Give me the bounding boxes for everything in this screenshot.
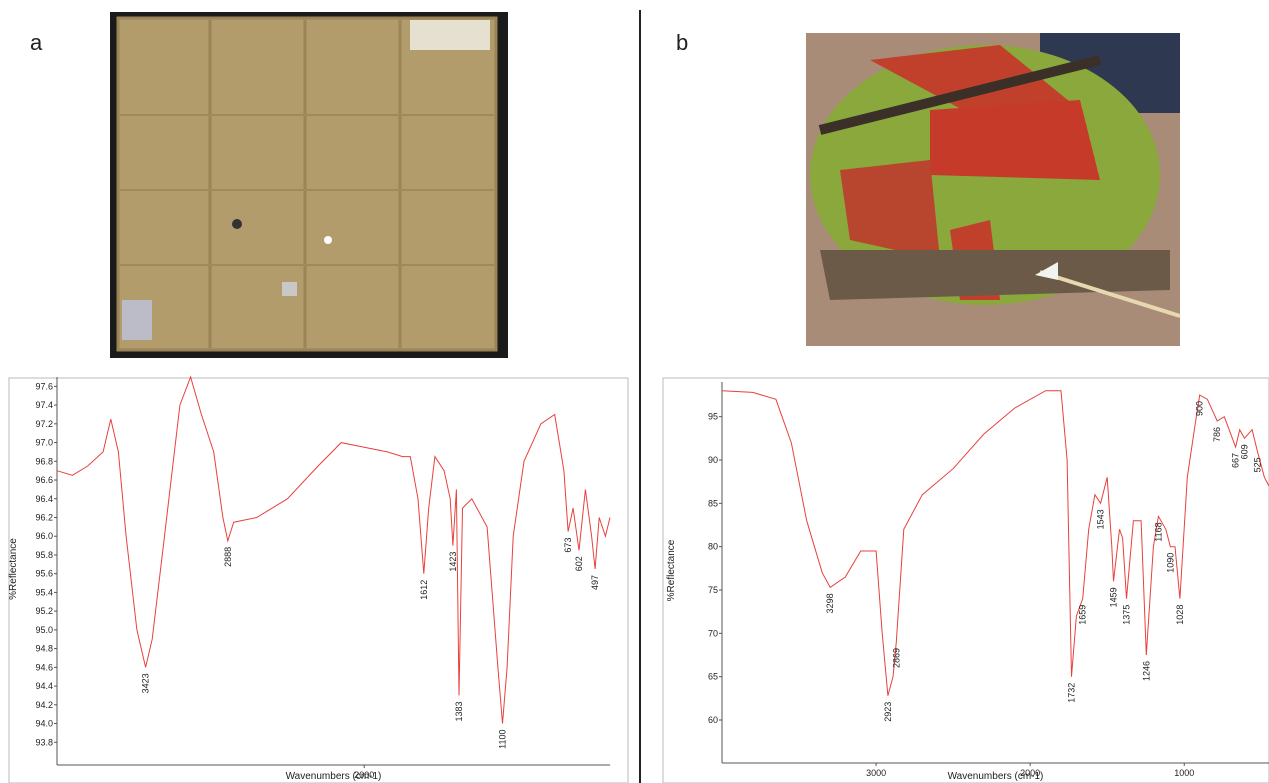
peak-label: 3423: [141, 673, 151, 693]
y-tick-label: 94.8: [35, 644, 53, 654]
y-tick-label: 85: [708, 498, 718, 508]
y-tick-label: 60: [708, 715, 718, 725]
peak-label: 525: [1252, 457, 1262, 472]
peak-label: 2869: [891, 648, 901, 668]
photo-b: [806, 33, 1180, 346]
y-tick-label: 90: [708, 455, 718, 465]
y-tick-label: 95: [708, 412, 718, 422]
x-axis-label: Wavenumbers (cm-1): [286, 771, 382, 782]
peak-label: 1168: [1153, 522, 1163, 541]
y-tick-label: 93.8: [35, 737, 53, 747]
peak-label: 1612: [419, 580, 429, 600]
spectrum-line: [722, 391, 1269, 696]
y-tick-label: 70: [708, 628, 718, 638]
peak-label: 602: [574, 556, 584, 571]
y-tick-label: 94.2: [35, 700, 53, 710]
x-tick-label: 1000: [1174, 768, 1194, 778]
peak-label: 1383: [454, 701, 464, 721]
panel-label: a: [30, 30, 43, 55]
y-axis-label: %Reflectance: [8, 538, 19, 600]
peak-label: 1090: [1165, 553, 1175, 573]
peak-label: 2923: [883, 702, 893, 722]
y-tick-label: 96.6: [35, 475, 53, 485]
y-tick-label: 96.8: [35, 456, 53, 466]
peak-label: 1659: [1078, 605, 1088, 625]
spectrum-line: [57, 377, 610, 724]
photo-a: [110, 12, 508, 358]
peak-label: 673: [563, 538, 573, 553]
y-axis-label: %Reflectance: [666, 539, 677, 601]
y-tick-label: 95.6: [35, 569, 53, 579]
y-tick-label: 95.0: [35, 625, 53, 635]
y-tick-label: 94.6: [35, 662, 53, 672]
x-tick-label: 3000: [866, 768, 886, 778]
y-tick-label: 95.4: [35, 587, 53, 597]
y-tick-label: 80: [708, 542, 718, 552]
y-tick-label: 97.6: [35, 381, 53, 391]
panel-label: b: [676, 30, 688, 55]
peak-label: 2888: [223, 547, 233, 567]
peak-label: 1732: [1066, 683, 1076, 703]
x-axis-label: Wavenumbers (cm-1): [948, 771, 1044, 782]
y-tick-label: 97.0: [35, 438, 53, 448]
peak-label: 1375: [1121, 605, 1131, 625]
peak-label: 1459: [1109, 587, 1119, 607]
peak-label: 609: [1240, 444, 1250, 459]
peak-label: 1543: [1096, 509, 1106, 529]
peak-label: 497: [590, 575, 600, 590]
peak-label: 3298: [825, 593, 835, 613]
y-tick-label: 96.2: [35, 512, 53, 522]
y-tick-label: 75: [708, 585, 718, 595]
peak-label: 1100: [497, 730, 507, 749]
y-tick-label: 95.8: [35, 550, 53, 560]
peak-label: 1246: [1141, 661, 1151, 681]
y-tick-label: 95.2: [35, 606, 53, 616]
figure: a 93.8 94.0 94.2 94.4 94.6 94.8 95.0 95.2 95.4 95.…: [0, 0, 1269, 783]
y-tick-label: 94.4: [35, 681, 53, 691]
peak-label: 900: [1195, 401, 1205, 416]
y-tick-label: 97.4: [35, 400, 53, 410]
peak-label: 1028: [1175, 605, 1185, 625]
y-tick-label: 96.0: [35, 531, 53, 541]
y-tick-label: 65: [708, 672, 718, 682]
y-tick-label: 96.4: [35, 494, 53, 504]
y-tick-label: 94.0: [35, 719, 53, 729]
peak-label: 1423: [448, 552, 458, 572]
y-tick-label: 97.2: [35, 419, 53, 429]
peak-label: 786: [1212, 427, 1222, 442]
chart-frame: [9, 378, 628, 783]
